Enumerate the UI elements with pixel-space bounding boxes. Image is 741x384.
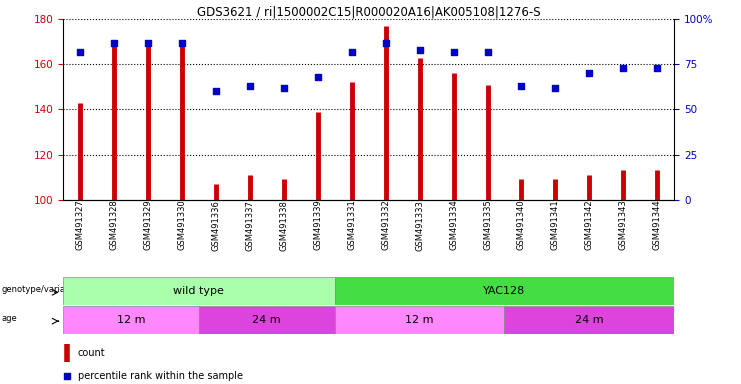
Bar — [335, 306, 505, 333]
Text: count: count — [78, 348, 105, 358]
Text: wild type: wild type — [173, 286, 225, 296]
Point — [244, 83, 256, 89]
Text: 24 m: 24 m — [575, 314, 604, 325]
Point — [482, 49, 494, 55]
Text: GSM491339: GSM491339 — [313, 200, 322, 250]
Title: GDS3621 / ri|1500002C15|R000020A16|AK005108|1276-S: GDS3621 / ri|1500002C15|R000020A16|AK005… — [197, 5, 540, 18]
Text: percentile rank within the sample: percentile rank within the sample — [78, 371, 243, 381]
Point — [617, 65, 629, 71]
Text: GSM491338: GSM491338 — [279, 200, 288, 250]
Point — [448, 49, 459, 55]
Point — [108, 40, 120, 46]
Bar — [63, 306, 199, 333]
Text: GSM491332: GSM491332 — [381, 200, 390, 250]
Text: GSM491334: GSM491334 — [449, 200, 458, 250]
Text: GSM491336: GSM491336 — [211, 200, 220, 250]
Point — [346, 49, 358, 55]
Point — [550, 85, 562, 91]
Point — [583, 70, 595, 76]
Text: GSM491344: GSM491344 — [653, 200, 662, 250]
Point — [379, 40, 391, 46]
Point — [516, 83, 528, 89]
Text: age: age — [1, 314, 17, 323]
Point — [413, 47, 425, 53]
Text: 12 m: 12 m — [405, 314, 433, 325]
Text: 24 m: 24 m — [253, 314, 281, 325]
Text: genotype/variation: genotype/variation — [1, 285, 82, 294]
Point — [61, 373, 73, 379]
Text: GSM491327: GSM491327 — [76, 200, 84, 250]
Point — [312, 74, 324, 80]
Text: GSM491340: GSM491340 — [517, 200, 526, 250]
Point — [142, 40, 154, 46]
Text: GSM491335: GSM491335 — [483, 200, 492, 250]
Point — [176, 40, 187, 46]
Bar — [505, 306, 674, 333]
Point — [278, 85, 290, 91]
Text: GSM491333: GSM491333 — [415, 200, 424, 250]
Bar — [63, 277, 335, 305]
Text: 12 m: 12 m — [116, 314, 145, 325]
Text: GSM491341: GSM491341 — [551, 200, 560, 250]
Point — [74, 49, 86, 55]
Text: GSM491328: GSM491328 — [110, 200, 119, 250]
Text: GSM491343: GSM491343 — [619, 200, 628, 250]
Bar — [335, 277, 674, 305]
Point — [651, 65, 663, 71]
Text: GSM491342: GSM491342 — [585, 200, 594, 250]
Point — [210, 88, 222, 94]
Bar — [199, 306, 335, 333]
Text: GSM491337: GSM491337 — [245, 200, 254, 250]
Text: GSM491331: GSM491331 — [348, 200, 356, 250]
Text: YAC128: YAC128 — [483, 286, 525, 296]
Text: GSM491330: GSM491330 — [177, 200, 186, 250]
Text: GSM491329: GSM491329 — [144, 200, 153, 250]
